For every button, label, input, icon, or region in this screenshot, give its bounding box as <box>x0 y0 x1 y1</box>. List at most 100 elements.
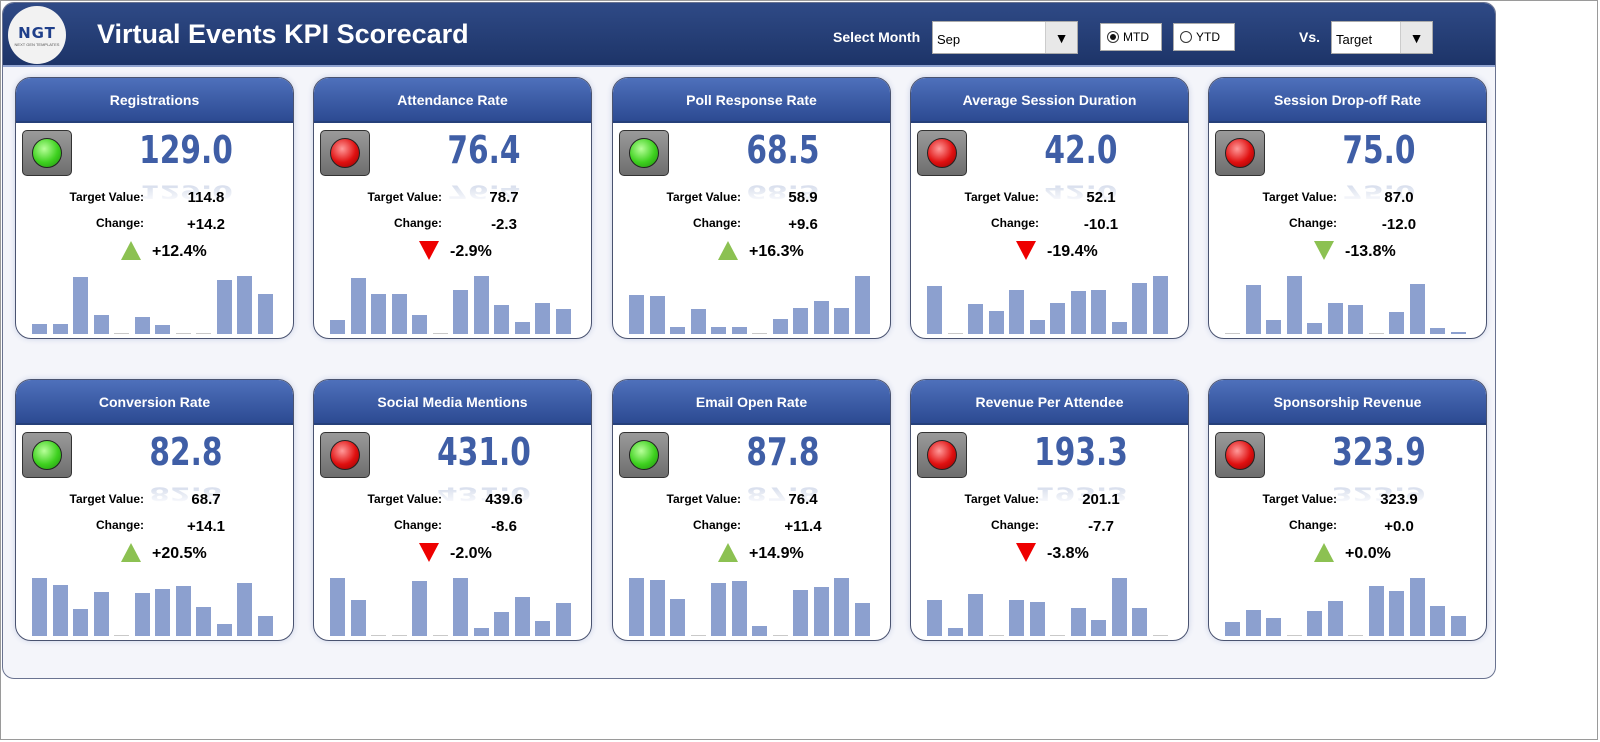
change-label: Change: <box>96 216 144 230</box>
status-light-icon <box>917 130 967 176</box>
sparkline-bar <box>1029 320 1045 334</box>
sparkline-chart <box>1225 272 1471 334</box>
sparkline-bar <box>412 581 427 636</box>
vs-dropdown[interactable]: Target ▼ <box>1331 21 1433 54</box>
kpi-card: Poll Response Rate 68.5 68.5 Target Valu… <box>612 77 891 339</box>
target-value: 87.0 <box>1384 189 1414 206</box>
sparkline-bar <box>1307 322 1322 334</box>
sparkline-bar <box>1450 616 1466 636</box>
sparkline-bar <box>350 278 366 334</box>
sparkline-bar <box>1450 331 1466 334</box>
target-label: Target Value: <box>1262 190 1337 204</box>
status-bulb <box>32 138 62 168</box>
sparkline-bar <box>1327 302 1343 334</box>
sparkline-bar <box>432 333 448 334</box>
ytd-radio[interactable]: YTD <box>1173 23 1235 51</box>
sparkline-bar <box>690 635 706 636</box>
sparkline-bar <box>629 578 644 636</box>
sparkline-bar <box>1409 284 1425 334</box>
sparkline-bar <box>968 594 983 636</box>
status-light-icon <box>22 130 72 176</box>
status-bulb <box>330 440 360 470</box>
change-percent: +20.5% <box>152 545 207 562</box>
status-bulb <box>1225 440 1255 470</box>
target-value: 323.9 <box>1380 491 1418 508</box>
kpi-value: 193.3 <box>1034 430 1128 474</box>
sparkline-bar <box>412 315 427 334</box>
status-light-icon <box>320 130 370 176</box>
sparkline-bar <box>473 276 489 334</box>
sparkline-chart <box>32 272 278 334</box>
sparkline-bar <box>1050 303 1065 334</box>
sparkline-bar <box>1430 606 1445 636</box>
trend-arrow-icon <box>419 543 439 562</box>
kpi-value: 68.5 <box>746 128 820 172</box>
sparkline-bar <box>52 585 68 636</box>
kpi-card: Attendance Rate 76.4 76.4 Target Value: … <box>313 77 592 339</box>
change-percent: -2.0% <box>450 545 492 562</box>
status-light-icon <box>619 130 669 176</box>
sparkline-bar <box>114 333 129 334</box>
change-percent: +14.9% <box>749 545 804 562</box>
change-label: Change: <box>394 518 442 532</box>
sparkline-bar <box>947 628 963 636</box>
kpi-value: 82.8 <box>149 430 223 474</box>
kpi-title: Poll Response Rate <box>613 78 890 123</box>
kpi-value: 323.9 <box>1332 430 1426 474</box>
chevron-down-icon[interactable]: ▼ <box>1400 22 1432 53</box>
target-label: Target Value: <box>1262 492 1337 506</box>
change-value: -2.3 <box>491 216 517 233</box>
target-value: 78.7 <box>489 189 519 206</box>
status-bulb <box>927 440 957 470</box>
sparkline-bar <box>535 621 550 636</box>
sparkline-bar <box>216 280 232 334</box>
sparkline-bar <box>216 623 232 636</box>
status-bulb <box>629 138 659 168</box>
sparkline-bar <box>752 625 767 636</box>
sparkline-bar <box>1430 327 1445 334</box>
chevron-down-icon[interactable]: ▼ <box>1045 22 1077 53</box>
sparkline-bar <box>432 635 448 636</box>
sparkline-bar <box>988 635 1004 636</box>
status-bulb <box>1225 138 1255 168</box>
change-percent: -3.8% <box>1047 545 1089 562</box>
change-label: Change: <box>991 216 1039 230</box>
sparkline-bar <box>453 578 468 636</box>
sparkline-bar <box>196 606 211 636</box>
sparkline-chart <box>330 574 576 636</box>
sparkline-bar <box>711 327 726 334</box>
kpi-card: Registrations 129.0 129.0 Target Value: … <box>15 77 294 339</box>
sparkline-bar <box>1225 333 1240 334</box>
sparkline-bar <box>834 578 849 636</box>
page-title: Virtual Events KPI Scorecard <box>97 19 469 49</box>
status-light-icon <box>1215 130 1265 176</box>
trend-arrow-icon <box>121 241 141 260</box>
sparkline-bar <box>1368 586 1384 636</box>
kpi-card: Conversion Rate 82.8 82.8 Target Value: … <box>15 379 294 641</box>
sparkline-bar <box>535 303 550 334</box>
sparkline-chart <box>1225 574 1471 636</box>
sparkline-bar <box>854 276 870 334</box>
month-dropdown[interactable]: Sep ▼ <box>932 21 1078 54</box>
sparkline-bar <box>134 593 150 636</box>
kpi-title: Email Open Rate <box>613 380 890 425</box>
sparkline-bar <box>93 592 109 636</box>
sparkline-bar <box>793 590 808 636</box>
target-label: Target Value: <box>666 492 741 506</box>
sparkline-bar <box>711 583 726 636</box>
sparkline-bar <box>134 317 150 334</box>
target-label: Target Value: <box>69 190 144 204</box>
mtd-radio[interactable]: MTD <box>1100 23 1162 51</box>
change-value: +9.6 <box>788 216 818 233</box>
vs-label: Vs. <box>1299 29 1321 45</box>
kpi-title: Attendance Rate <box>314 78 591 123</box>
change-value: -10.1 <box>1083 216 1119 233</box>
sparkline-chart <box>927 272 1173 334</box>
target-value: 114.8 <box>187 189 225 206</box>
target-label: Target Value: <box>367 492 442 506</box>
radio-empty-icon <box>1180 31 1192 43</box>
sparkline-bar <box>453 290 468 334</box>
sparkline-bar <box>670 327 685 334</box>
sparkline-bar <box>854 603 870 636</box>
sparkline-bar <box>649 295 665 334</box>
